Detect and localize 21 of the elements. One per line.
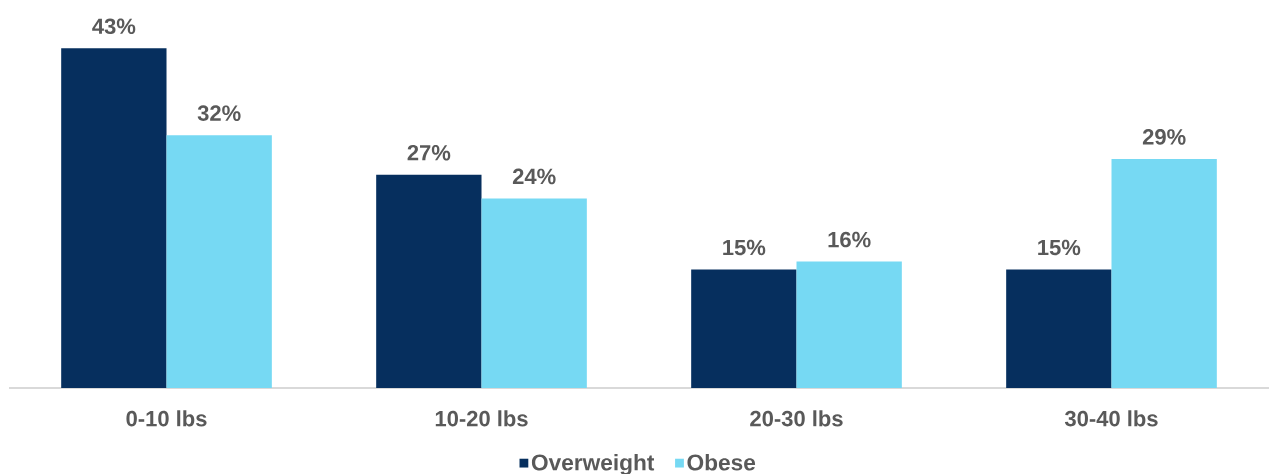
x-tick-label: 30-40 lbs [1064, 410, 1158, 427]
data-label: 32% [197, 105, 241, 121]
data-label: 15% [723, 239, 766, 256]
x-tick-label: 10-20 lbs [435, 410, 528, 427]
bar [61, 48, 167, 388]
data-label: 16% [828, 231, 871, 248]
x-tick-label: 20-30 lbs [750, 410, 843, 427]
data-label: 15% [1038, 239, 1081, 256]
bar [166, 135, 272, 388]
legend-label: Obese [687, 453, 756, 471]
bar [1111, 158, 1217, 388]
bar [481, 198, 587, 388]
x-tick-label: 0-10 lbs [126, 410, 207, 427]
bar [691, 269, 797, 388]
bar [796, 261, 902, 388]
data-label: 27% [407, 144, 451, 161]
data-label: 43% [92, 18, 136, 35]
bar [1006, 269, 1112, 388]
data-label: 24% [512, 168, 556, 185]
data-label: 29% [1142, 129, 1186, 145]
bar [376, 174, 482, 388]
